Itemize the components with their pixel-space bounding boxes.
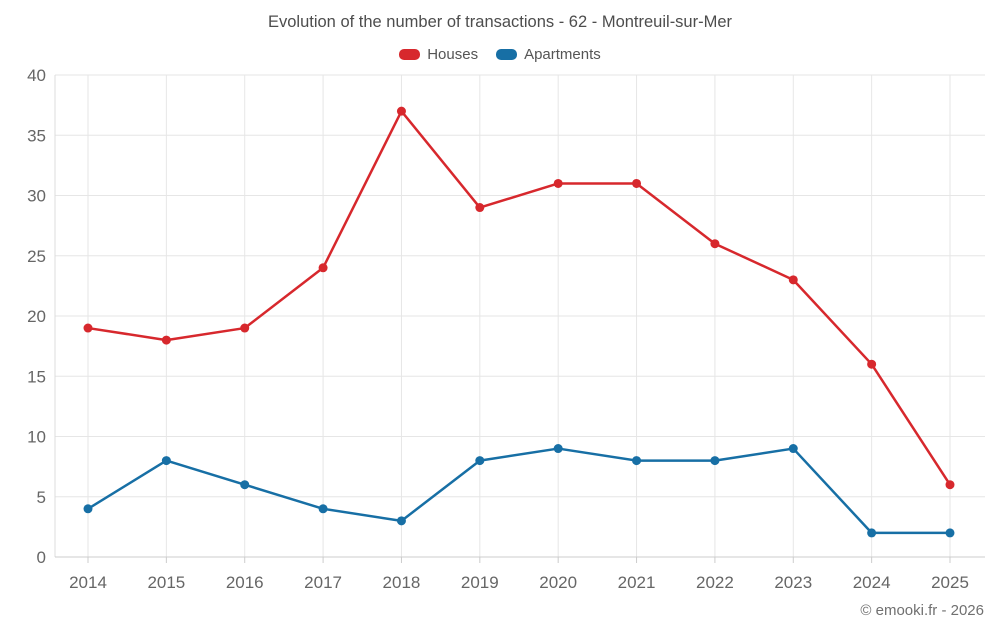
series-line-apartments <box>86 447 952 535</box>
x-tick-label: 2024 <box>853 573 891 592</box>
point-apartments-2024[interactable] <box>867 528 877 538</box>
y-tick-label: 0 <box>37 548 46 567</box>
x-tick-label: 2016 <box>226 573 264 592</box>
point-houses-2016[interactable] <box>240 323 250 333</box>
x-tick-label: 2021 <box>618 573 656 592</box>
y-tick-label: 30 <box>27 187 46 206</box>
legend-item-houses[interactable]: Houses <box>399 46 478 63</box>
point-apartments-2018[interactable] <box>396 516 406 526</box>
point-houses-2025[interactable] <box>945 480 955 490</box>
y-tick-label: 10 <box>27 428 46 447</box>
legend-label-apartments: Apartments <box>524 46 601 63</box>
copyright-credit: © emooki.fr - 2026 <box>860 602 984 619</box>
legend-swatch-houses-icon <box>399 49 421 60</box>
point-apartments-2014[interactable] <box>83 504 93 514</box>
x-tick-label: 2017 <box>304 573 342 592</box>
series-line-houses <box>86 109 952 486</box>
point-apartments-2021[interactable] <box>632 456 642 466</box>
x-tick-label: 2020 <box>539 573 577 592</box>
x-tick-label: 2022 <box>696 573 734 592</box>
point-apartments-2017[interactable] <box>318 504 328 514</box>
x-tick-label: 2023 <box>774 573 812 592</box>
point-houses-2020[interactable] <box>553 178 563 188</box>
point-houses-2018[interactable] <box>396 106 406 116</box>
point-apartments-2025[interactable] <box>945 528 955 538</box>
point-apartments-2016[interactable] <box>240 480 250 490</box>
chart-legend: Houses Apartments <box>0 46 1000 63</box>
point-houses-2017[interactable] <box>318 263 328 273</box>
x-tick-label: 2019 <box>461 573 499 592</box>
y-tick-label: 20 <box>27 307 46 326</box>
point-houses-2023[interactable] <box>788 275 798 285</box>
x-tick-label: 2015 <box>147 573 185 592</box>
point-houses-2014[interactable] <box>83 323 93 333</box>
y-tick-label: 15 <box>27 367 46 386</box>
point-houses-2015[interactable] <box>161 335 171 345</box>
legend-item-apartments[interactable]: Apartments <box>496 46 601 63</box>
y-tick-label: 40 <box>27 66 46 85</box>
point-houses-2019[interactable] <box>475 203 485 213</box>
point-apartments-2020[interactable] <box>553 444 563 454</box>
legend-label-houses: Houses <box>427 46 479 63</box>
point-apartments-2015[interactable] <box>161 456 171 466</box>
point-houses-2022[interactable] <box>710 239 720 249</box>
point-apartments-2019[interactable] <box>475 456 485 466</box>
y-tick-label: 5 <box>37 488 46 507</box>
x-tick-label: 2014 <box>69 573 107 592</box>
x-tick-label: 2018 <box>383 573 421 592</box>
chart-title: Evolution of the number of transactions … <box>267 13 733 31</box>
point-houses-2024[interactable] <box>867 359 877 369</box>
point-apartments-2023[interactable] <box>788 444 798 454</box>
y-tick-label: 25 <box>27 247 46 266</box>
y-tick-label: 35 <box>27 126 46 145</box>
legend-swatch-apartments-icon <box>496 49 518 60</box>
x-tick-label: 2025 <box>931 573 969 592</box>
point-apartments-2022[interactable] <box>710 456 720 466</box>
point-houses-2021[interactable] <box>632 178 642 188</box>
